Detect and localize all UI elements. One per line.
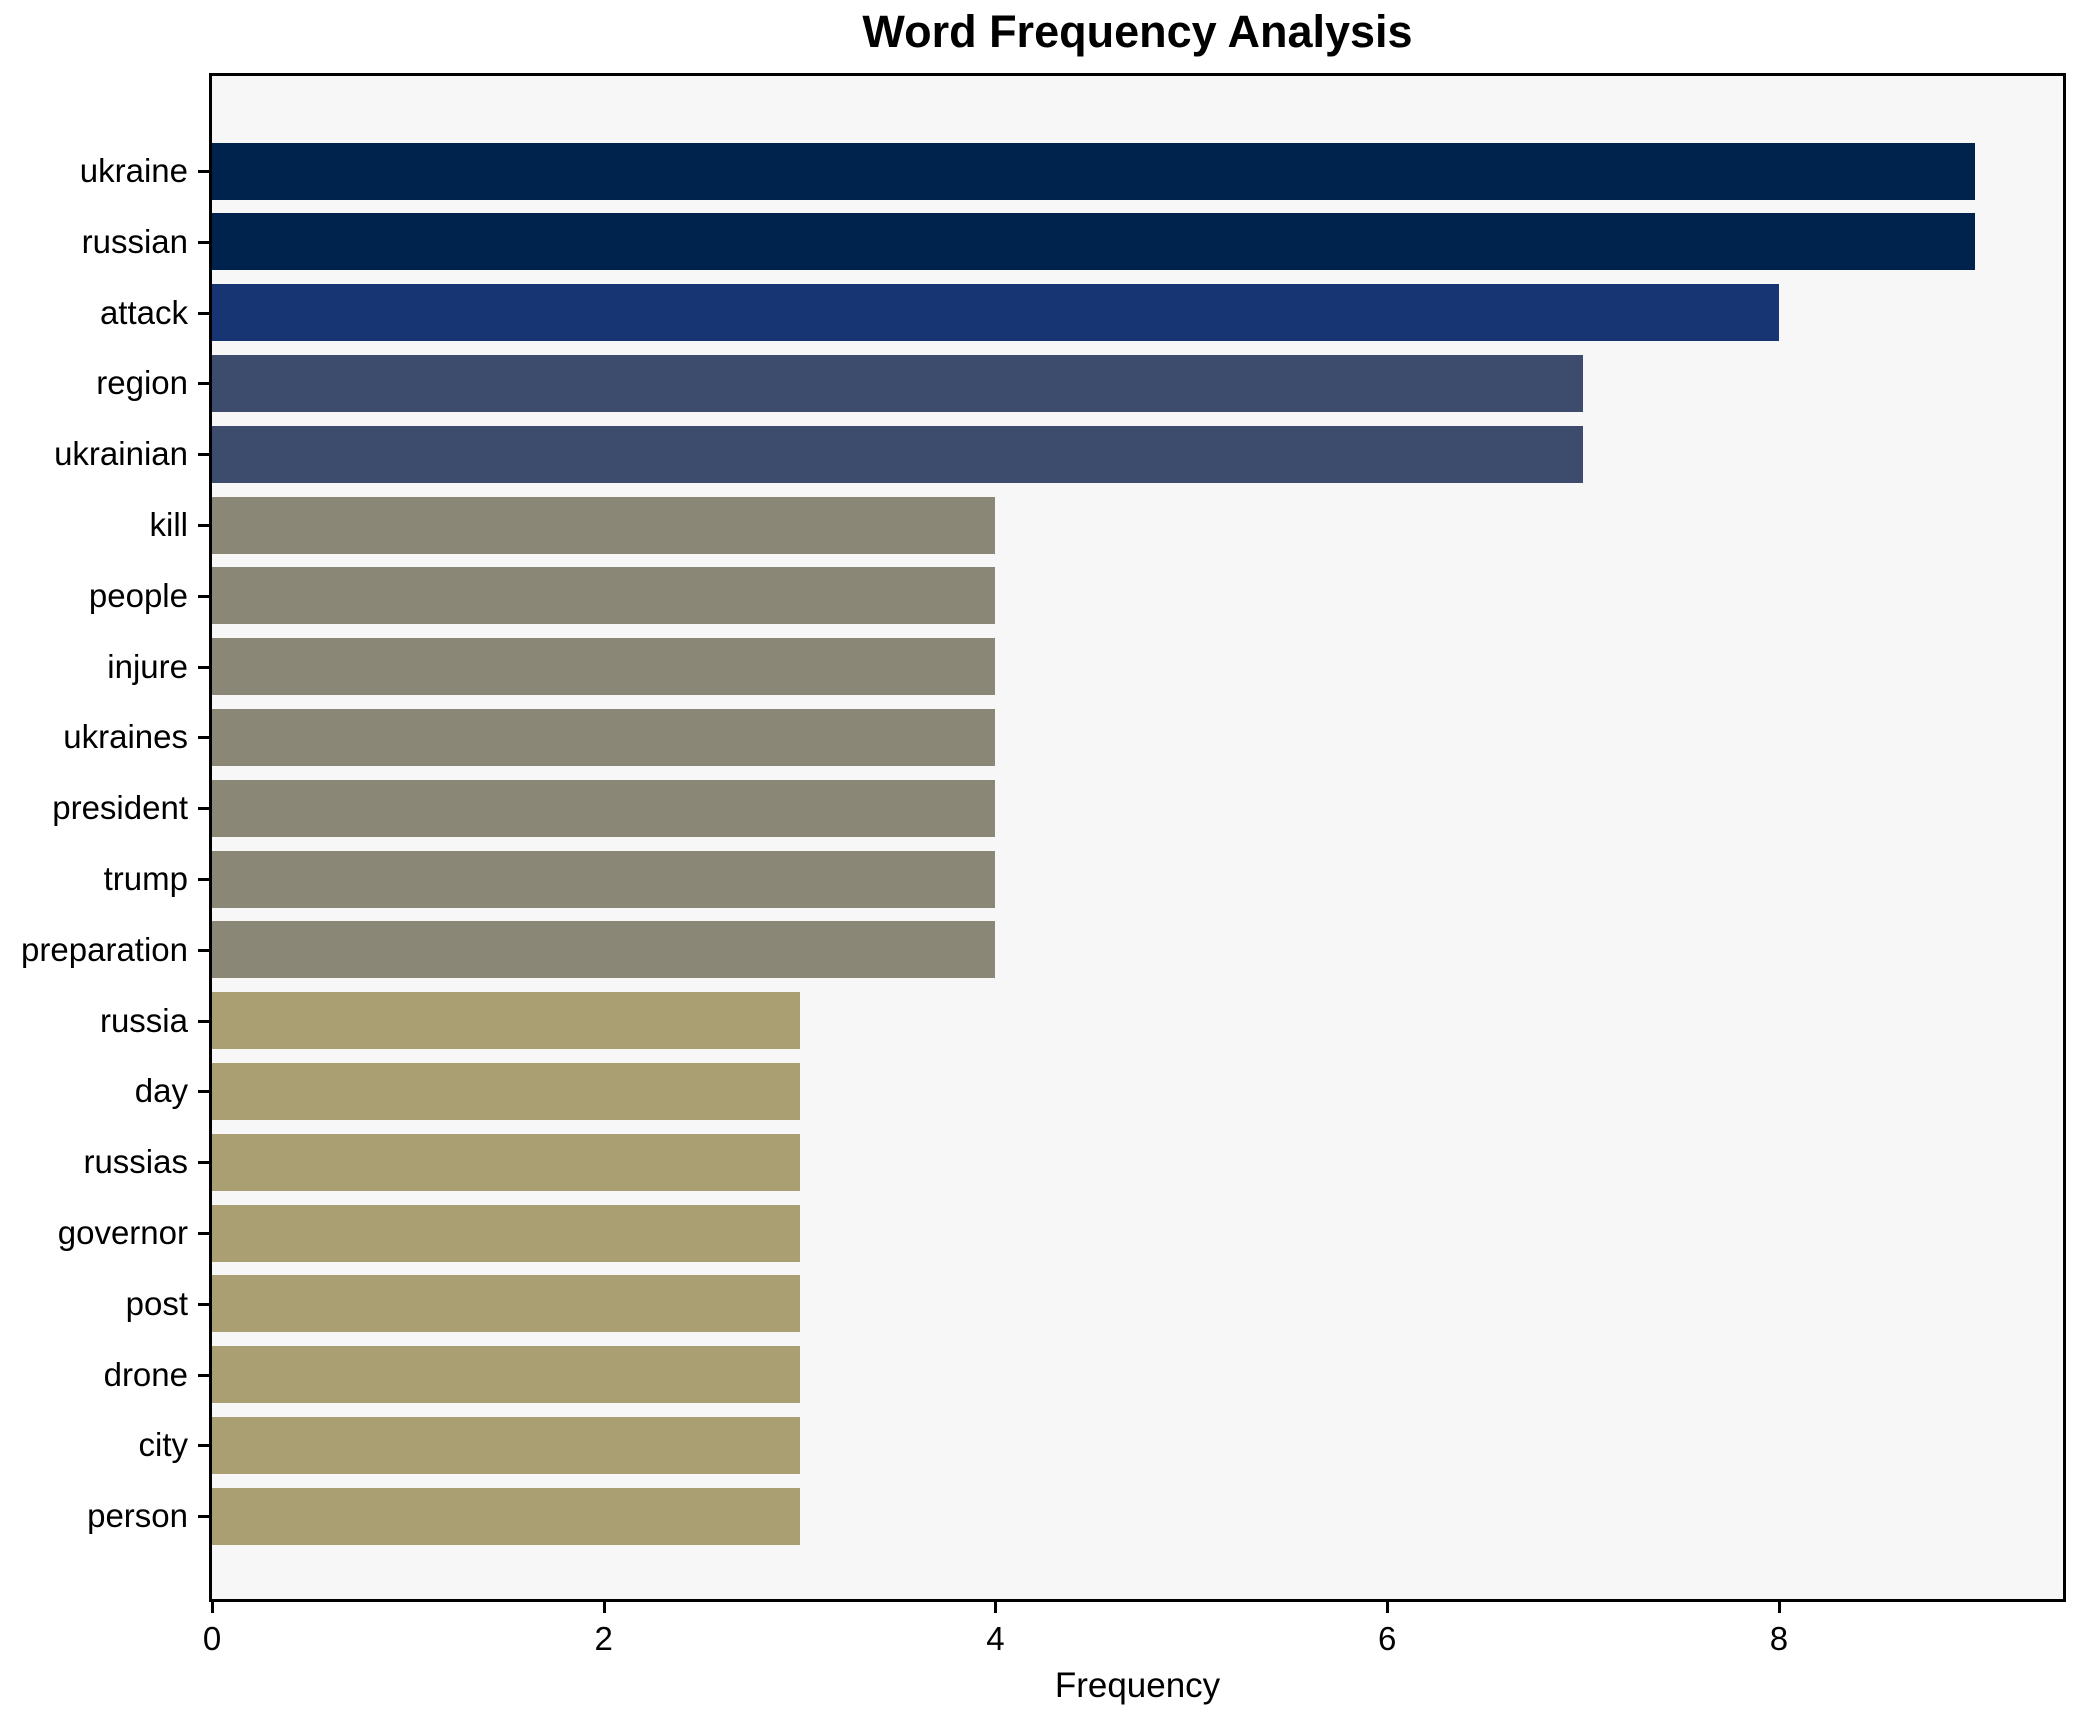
y-tick-mark	[198, 1090, 209, 1094]
y-tick-label-russia: russia	[99, 1001, 188, 1039]
y-tick-mark	[198, 240, 209, 244]
y-tick-label-president: president	[52, 789, 188, 827]
bar-attack	[212, 284, 1779, 342]
y-tick-mark	[198, 736, 209, 740]
y-tick-mark	[198, 524, 209, 527]
y-tick-mark	[198, 311, 209, 315]
y-tick-label-people: people	[88, 576, 188, 614]
x-tick-mark	[1386, 1602, 1390, 1613]
x-tick-label-0: 0	[202, 1620, 222, 1657]
y-tick-label-ukrainian: ukrainian	[54, 435, 188, 473]
y-tick-mark	[198, 948, 209, 952]
y-tick-label-governor: governor	[57, 1214, 188, 1251]
bar-president	[212, 779, 996, 837]
y-tick-mark	[198, 1161, 209, 1165]
y-tick-label-region: region	[96, 364, 188, 402]
bar-governor	[212, 1204, 800, 1262]
bar-ukraines	[212, 708, 996, 766]
y-tick-label-drone: drone	[103, 1355, 188, 1393]
y-tick-label-day: day	[134, 1072, 188, 1110]
bar-ukraine	[212, 142, 1975, 200]
plot-area	[209, 73, 2066, 1602]
y-tick-label-ukraines: ukraines	[63, 718, 188, 756]
bar-day	[212, 1062, 800, 1120]
bar-person	[212, 1487, 800, 1545]
y-tick-mark	[198, 382, 209, 386]
y-tick-label-preparation: preparation	[21, 930, 188, 968]
y-tick-mark	[198, 594, 209, 598]
y-tick-mark	[198, 453, 209, 457]
y-tick-label-city: city	[138, 1426, 189, 1464]
x-tick-label-6: 6	[1378, 1620, 1397, 1657]
y-tick-mark	[198, 1373, 209, 1377]
y-tick-label-injure: injure	[107, 647, 188, 685]
y-tick-mark	[198, 878, 209, 881]
y-tick-label-attack: attack	[99, 293, 188, 331]
x-tick-mark	[1777, 1602, 1781, 1613]
y-tick-label-trump: trump	[103, 860, 188, 897]
y-tick-label-post: post	[125, 1284, 188, 1322]
bar-ukrainian	[212, 425, 1584, 483]
y-tick-mark	[198, 1232, 209, 1235]
bar-city	[212, 1416, 800, 1474]
y-tick-label-kill: kill	[149, 506, 189, 543]
x-tick-mark	[211, 1602, 214, 1613]
bar-russia	[212, 992, 800, 1050]
y-tick-mark	[198, 170, 209, 173]
x-tick-label-4: 4	[986, 1620, 1005, 1657]
y-tick-label-russias: russias	[83, 1143, 188, 1181]
x-tick-mark	[994, 1602, 998, 1613]
y-tick-mark	[198, 1515, 209, 1519]
y-tick-mark	[198, 1444, 209, 1448]
y-tick-mark	[198, 1019, 209, 1023]
bar-post	[212, 1275, 800, 1333]
bar-russias	[212, 1133, 800, 1191]
chart-title: Word Frequency Analysis	[862, 6, 1413, 57]
x-tick-label-8: 8	[1769, 1620, 1789, 1657]
y-tick-mark	[198, 807, 209, 811]
x-tick-label-2: 2	[594, 1620, 613, 1657]
y-tick-mark	[198, 1302, 209, 1306]
bar-drone	[212, 1346, 800, 1404]
y-tick-label-person: person	[87, 1497, 188, 1535]
y-tick-label-russian: russian	[81, 222, 188, 260]
bar-russian	[212, 213, 1975, 271]
bar-injure	[212, 638, 996, 696]
y-tick-label-ukraine: ukraine	[79, 152, 188, 189]
y-tick-mark	[198, 665, 209, 669]
bar-preparation	[212, 921, 996, 979]
x-tick-mark	[602, 1602, 606, 1613]
bar-trump	[212, 850, 996, 908]
bar-region	[212, 354, 1584, 412]
bar-kill	[212, 496, 996, 554]
x-axis-label: Frequency	[1054, 1666, 1221, 1705]
bar-people	[212, 567, 996, 625]
